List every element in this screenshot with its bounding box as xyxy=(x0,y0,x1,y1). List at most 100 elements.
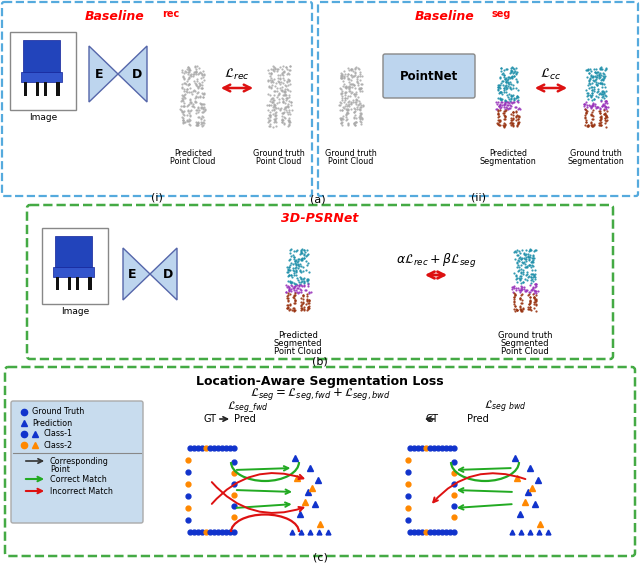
Point xyxy=(519,253,529,263)
Point xyxy=(340,88,350,97)
Point xyxy=(510,306,520,315)
Point xyxy=(197,121,207,130)
Point xyxy=(264,69,275,78)
Point xyxy=(264,82,274,91)
Point xyxy=(356,119,366,128)
Point xyxy=(341,115,351,124)
Bar xyxy=(42,228,108,304)
Point xyxy=(499,87,509,96)
Point xyxy=(511,102,521,111)
Point xyxy=(495,94,505,103)
Point xyxy=(495,78,506,87)
Point xyxy=(506,101,516,111)
Point xyxy=(529,251,539,260)
Point xyxy=(282,94,292,103)
Point xyxy=(270,81,280,90)
Point xyxy=(196,78,207,87)
Text: Baseline: Baseline xyxy=(415,10,475,23)
Point xyxy=(515,272,525,281)
Point xyxy=(351,95,361,104)
Point xyxy=(304,302,314,311)
Bar xyxy=(36,82,39,96)
Point xyxy=(501,84,511,94)
Point xyxy=(497,77,507,86)
Point xyxy=(520,246,531,255)
Point xyxy=(290,287,300,297)
Point xyxy=(525,250,535,259)
Point xyxy=(351,89,361,98)
FancyBboxPatch shape xyxy=(5,367,635,556)
Point xyxy=(586,66,596,75)
Point xyxy=(287,251,298,260)
Point xyxy=(496,95,506,104)
Point xyxy=(595,106,605,115)
Point xyxy=(191,117,201,126)
Point xyxy=(289,270,299,279)
Point xyxy=(283,294,293,303)
Point xyxy=(512,259,522,268)
Point xyxy=(301,251,311,260)
Point xyxy=(593,79,603,88)
Point xyxy=(598,75,608,84)
Point xyxy=(284,270,294,280)
Text: Location-Aware Segmentation Loss: Location-Aware Segmentation Loss xyxy=(196,374,444,387)
Point xyxy=(525,258,536,267)
Point xyxy=(507,71,517,81)
Point xyxy=(301,256,312,265)
Point xyxy=(302,260,312,269)
Point xyxy=(271,117,281,126)
Point xyxy=(186,98,196,107)
Point xyxy=(497,95,507,104)
Point xyxy=(599,109,609,118)
Point xyxy=(511,306,522,315)
Point xyxy=(298,306,308,315)
Point xyxy=(294,273,305,282)
Point xyxy=(510,247,520,256)
Point xyxy=(593,84,604,94)
Point xyxy=(501,88,511,97)
Point xyxy=(591,103,601,112)
Point xyxy=(600,65,610,74)
Point xyxy=(195,92,205,101)
Point xyxy=(337,69,347,78)
Point xyxy=(296,293,306,302)
Point xyxy=(495,116,505,125)
Point xyxy=(506,121,516,130)
Point xyxy=(508,110,518,119)
Point xyxy=(589,75,600,84)
Point xyxy=(289,286,299,295)
Point xyxy=(296,287,306,296)
Point xyxy=(284,284,294,293)
Point xyxy=(596,97,606,106)
Point xyxy=(345,79,355,88)
Point xyxy=(499,122,509,131)
Point xyxy=(588,78,598,87)
Point xyxy=(583,80,593,89)
Point xyxy=(282,265,292,274)
Point xyxy=(196,99,206,108)
Point xyxy=(196,104,206,113)
Point xyxy=(343,70,353,79)
Point xyxy=(507,74,517,83)
Point xyxy=(504,95,514,104)
Point xyxy=(512,67,522,77)
Point xyxy=(531,299,541,308)
Point xyxy=(508,287,518,297)
Point xyxy=(291,246,301,255)
Point xyxy=(284,65,294,74)
Point xyxy=(596,89,607,98)
Text: (b): (b) xyxy=(312,357,328,367)
Point xyxy=(280,98,290,107)
Point xyxy=(600,119,610,128)
Point xyxy=(276,104,286,113)
Point xyxy=(356,110,366,119)
Point xyxy=(512,91,522,100)
Point xyxy=(343,70,353,79)
Point xyxy=(531,296,541,305)
Point xyxy=(186,71,196,80)
Point xyxy=(304,295,314,304)
Point xyxy=(520,249,531,258)
Point xyxy=(598,69,609,78)
Point xyxy=(185,83,195,92)
Point xyxy=(185,96,195,105)
